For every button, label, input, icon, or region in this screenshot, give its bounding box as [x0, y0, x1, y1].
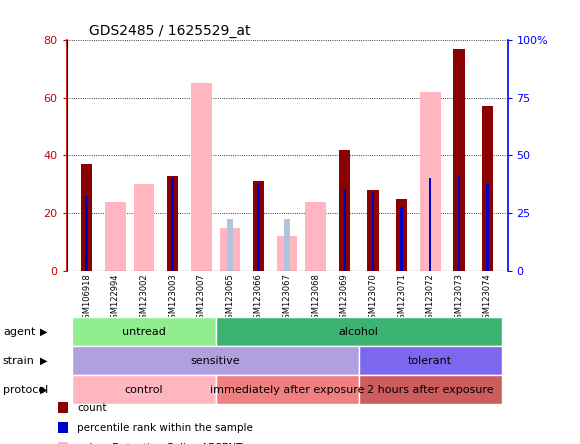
Bar	[306, 202, 326, 271]
Text: GDS2485 / 1625529_at: GDS2485 / 1625529_at	[89, 24, 250, 38]
Bar	[372, 193, 374, 271]
Bar	[85, 196, 88, 271]
Text: value, Detection Call = ABSENT: value, Detection Call = ABSENT	[77, 443, 242, 444]
Bar	[277, 236, 298, 271]
Text: protocol: protocol	[3, 385, 48, 395]
Bar	[81, 164, 92, 271]
Bar	[420, 92, 441, 271]
Text: 2 hours after exposure: 2 hours after exposure	[367, 385, 494, 395]
Bar	[486, 184, 489, 271]
Bar	[429, 178, 432, 271]
Text: count: count	[77, 403, 107, 413]
Bar	[133, 184, 154, 271]
Text: agent: agent	[3, 327, 35, 337]
Bar	[191, 83, 212, 271]
Text: alcohol: alcohol	[339, 327, 379, 337]
Text: percentile rank within the sample: percentile rank within the sample	[77, 423, 253, 433]
Bar	[257, 184, 260, 271]
Bar	[453, 49, 465, 271]
Text: tolerant: tolerant	[408, 356, 452, 366]
Bar	[284, 219, 290, 271]
Text: ▶: ▶	[40, 327, 47, 337]
Bar	[227, 219, 233, 271]
Bar	[482, 107, 493, 271]
Bar	[343, 190, 346, 271]
Text: ▶: ▶	[40, 356, 47, 366]
Bar	[171, 178, 174, 271]
Text: strain: strain	[3, 356, 35, 366]
Text: control: control	[125, 385, 164, 395]
Text: ▶: ▶	[40, 385, 47, 395]
Bar	[167, 176, 178, 271]
Bar	[339, 150, 350, 271]
Text: sensitive: sensitive	[191, 356, 240, 366]
Bar	[367, 190, 379, 271]
Bar	[253, 182, 264, 271]
Text: untread: untread	[122, 327, 166, 337]
Bar	[220, 228, 240, 271]
Bar	[396, 199, 407, 271]
Bar	[400, 207, 403, 271]
Bar	[458, 176, 460, 271]
Bar	[105, 202, 126, 271]
Text: immediately after exposure: immediately after exposure	[210, 385, 364, 395]
